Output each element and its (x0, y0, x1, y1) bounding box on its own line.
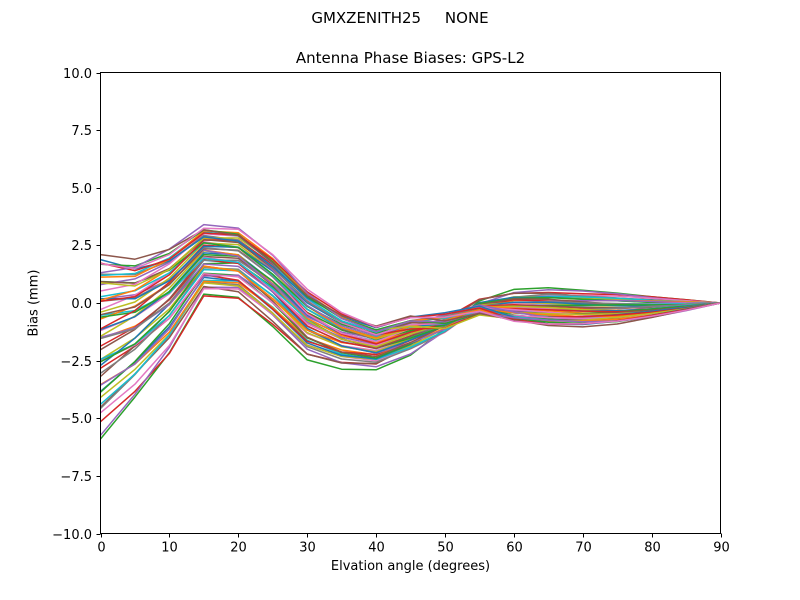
x-tick-label: 10 (161, 541, 178, 556)
y-tick-label: 5.0 (71, 182, 92, 197)
y-axis-label: Bias (mm) (26, 269, 42, 337)
bias-curve (100, 237, 721, 331)
y-tick-label: −7.5 (60, 470, 92, 485)
x-tick-label: 80 (644, 541, 661, 556)
y-tick-label: 0.0 (71, 297, 92, 312)
y-tick-label: −5.0 (60, 412, 92, 427)
figure-suptitle: GMXZENITH25 NONE (311, 9, 489, 27)
y-tick-label: 2.5 (71, 239, 92, 254)
x-tick-label: 60 (506, 541, 523, 556)
bias-curve (100, 279, 721, 405)
y-tick-label: −10.0 (52, 528, 92, 543)
x-tick-label: 70 (575, 541, 592, 556)
bias-curve (100, 244, 721, 345)
bias-curve (100, 228, 721, 328)
bias-curve (100, 282, 721, 398)
bias-curve (100, 227, 721, 328)
x-tick-label: 90 (713, 541, 730, 556)
x-tick-label: 50 (437, 541, 454, 556)
x-axis-label: Elvation angle (degrees) (330, 559, 491, 574)
x-tick-label: 0 (97, 541, 105, 556)
x-tick-label: 20 (230, 541, 247, 556)
y-tick-label: −2.5 (60, 355, 92, 370)
axes-title: Antenna Phase Biases: GPS-L2 (295, 49, 526, 67)
y-tick-label: 10.0 (63, 67, 92, 82)
x-tick-label: 30 (299, 541, 316, 556)
y-tick-label: 7.5 (71, 124, 92, 139)
x-tick-label: 40 (368, 541, 385, 556)
